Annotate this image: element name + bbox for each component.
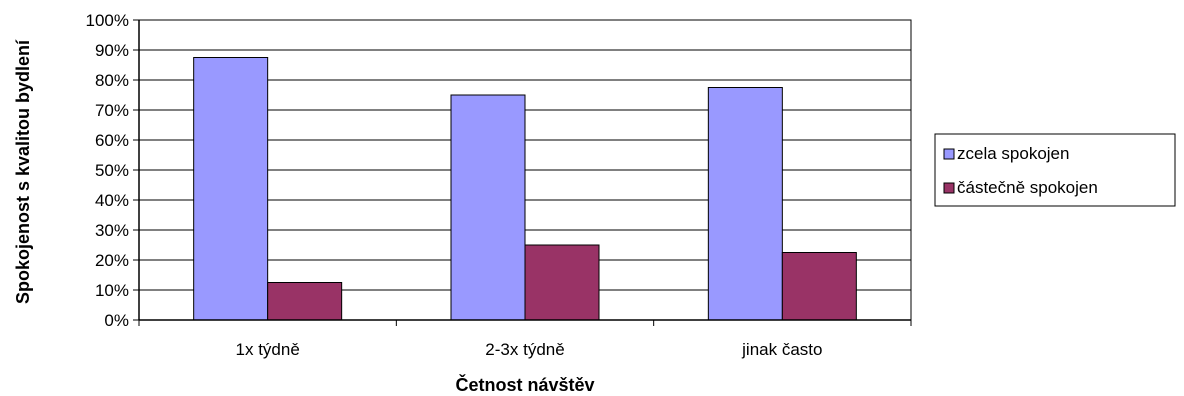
y-tick-label: 50% xyxy=(95,161,129,180)
y-tick-label: 70% xyxy=(95,101,129,120)
y-tick-label: 100% xyxy=(86,11,129,30)
axes xyxy=(138,19,912,321)
y-tick-label: 40% xyxy=(95,191,129,210)
legend-swatch xyxy=(943,148,955,160)
legend-label: částečně spokojen xyxy=(957,178,1098,197)
legend: zcela spokojen částečně spokojen xyxy=(934,133,1176,207)
y-tick-label: 90% xyxy=(95,41,129,60)
bar-zcela-2 xyxy=(450,94,526,321)
y-tick-label: 80% xyxy=(95,71,129,90)
y-tick-label: 60% xyxy=(95,131,129,150)
x-tick-label: 1x týdně xyxy=(236,340,300,359)
legend-swatch xyxy=(943,182,955,194)
bars xyxy=(193,57,857,321)
y-tick-label: 10% xyxy=(95,281,129,300)
y-axis-title: Spokojenost s kvalitou bydlení xyxy=(13,39,33,304)
y-tick-label: 0% xyxy=(104,311,129,330)
x-axis-ticks: 1x týdně 2-3x týdně jinak často xyxy=(138,320,912,359)
y-axis-ticks: 0% 10% 20% 30% 40% 50% 60% 70% 80% 90% 100% xyxy=(86,11,139,330)
x-tick-label: 2-3x týdně xyxy=(485,340,564,359)
x-tick-label: jinak často xyxy=(741,340,822,359)
bar-castecne-1 xyxy=(267,282,343,321)
legend-label: zcela spokojen xyxy=(957,144,1069,163)
x-axis-title: Četnost návštěv xyxy=(455,374,594,395)
bar-zcela-1 xyxy=(193,57,269,321)
bar-zcela-3 xyxy=(707,87,783,321)
y-tick-label: 20% xyxy=(95,251,129,270)
y-tick-label: 30% xyxy=(95,221,129,240)
legend-frame xyxy=(934,133,1176,207)
bar-castecne-3 xyxy=(781,252,857,321)
bar-castecne-2 xyxy=(524,244,600,321)
